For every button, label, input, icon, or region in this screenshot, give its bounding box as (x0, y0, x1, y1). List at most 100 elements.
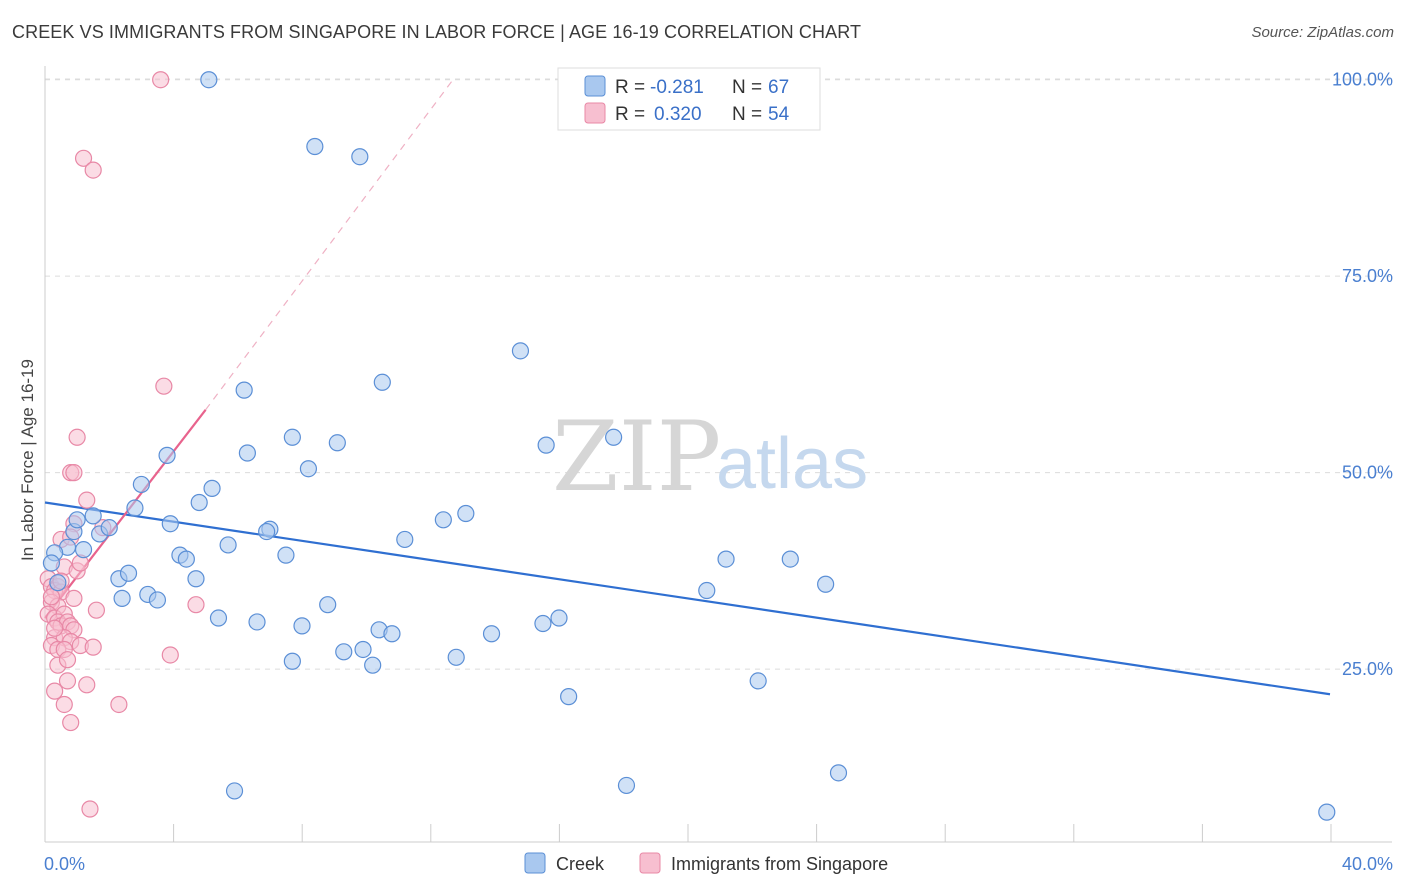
creek-point (113, 589, 131, 607)
singapore-point (87, 601, 106, 619)
legend-creek-r-label: R = (615, 77, 645, 98)
singapore-point (46, 619, 64, 637)
gridlines (45, 78, 1392, 670)
singapore-point (78, 676, 96, 694)
singapore-point (58, 651, 77, 669)
creek-point (511, 342, 530, 360)
legend-singapore-n-label: N = (732, 104, 762, 125)
creek-point (148, 591, 167, 609)
creek-point (299, 460, 318, 478)
creek-point (383, 625, 401, 643)
creek-point (698, 581, 716, 600)
creek-point (306, 137, 324, 156)
creek-point (605, 428, 623, 446)
creek-point (364, 656, 382, 674)
singapore-point (155, 377, 173, 395)
creek-point (158, 446, 176, 464)
creek-point (132, 475, 150, 494)
y-tick-label: 25.0% (1342, 659, 1393, 679)
creek-point (74, 541, 93, 559)
creek-point (335, 643, 353, 661)
creek-point (100, 519, 118, 537)
creek-point (277, 546, 295, 564)
singapore-point (42, 588, 61, 606)
singapore-points (39, 71, 205, 818)
creek-point (319, 596, 337, 614)
creek-point (1318, 803, 1336, 821)
series-legend-creek-label: Creek (556, 854, 605, 874)
x-tick-label-max: 40.0% (1342, 854, 1393, 874)
chart-title: CREEK VS IMMIGRANTS FROM SINGAPORE IN LA… (12, 22, 862, 42)
creek-point (225, 782, 244, 800)
singapore-point (152, 71, 170, 89)
legend-singapore-n-value: 54 (768, 104, 790, 125)
creek-point (482, 625, 501, 643)
creek-point (84, 507, 102, 525)
singapore-point (84, 161, 102, 179)
singapore-point (65, 589, 83, 607)
creek-point (396, 530, 414, 549)
axes (44, 66, 1392, 843)
creek-point (560, 688, 578, 706)
singapore-point (161, 646, 179, 664)
creek-point (351, 148, 369, 166)
creek-points (42, 71, 1336, 821)
creek-point (328, 434, 346, 452)
series-legend-singapore-swatch (639, 852, 661, 874)
creek-point (119, 564, 138, 582)
creek-point (457, 504, 475, 523)
legend-singapore-r-value: 0.320 (654, 104, 702, 125)
creek-point (781, 550, 799, 568)
correlation-legend: R = -0.281 N = 67 R = 0.320 N = 54 (557, 67, 821, 131)
creek-point (187, 570, 205, 588)
creek-point (248, 613, 266, 631)
creek-point (354, 640, 372, 659)
creek-point (537, 436, 555, 454)
creek-point (749, 672, 767, 690)
singapore-point (68, 428, 86, 446)
watermark-zip: ZIP (552, 401, 721, 513)
creek-point (42, 554, 61, 572)
creek-point (817, 575, 835, 593)
creek-point (177, 550, 195, 568)
singapore-point (110, 695, 128, 714)
x-tick-label-min: 0.0% (44, 854, 85, 874)
creek-point (447, 648, 465, 666)
creek-trend-line (44, 501, 1331, 696)
legend-creek-n-value: 67 (768, 77, 789, 98)
singapore-point (62, 713, 80, 732)
series-legend: Creek Immigrants from Singapore (524, 852, 888, 874)
creek-point (283, 652, 301, 670)
creek-point (293, 617, 311, 635)
singapore-point (187, 596, 205, 614)
creek-point (829, 764, 848, 782)
creek-point (258, 522, 276, 541)
singapore-trend-line (44, 409, 207, 619)
singapore-point (81, 800, 99, 818)
legend-creek-swatch (584, 75, 606, 97)
creek-point (617, 776, 636, 795)
watermark: ZIP atlas (552, 401, 868, 513)
legend-creek-r-value: -0.281 (650, 77, 704, 98)
creek-point (49, 574, 67, 592)
series-legend-singapore-label: Immigrants from Singapore (671, 854, 888, 874)
creek-point (203, 479, 221, 497)
creek-point (219, 536, 237, 554)
y-tick-label: 75.0% (1342, 266, 1393, 286)
creek-point (235, 381, 253, 399)
creek-point (126, 499, 144, 517)
creek-point (161, 515, 179, 533)
creek-point (534, 614, 552, 633)
legend-creek-n-label: N = (732, 77, 762, 98)
singapore-point (78, 491, 96, 509)
creek-point (200, 71, 218, 89)
legend-singapore-swatch (584, 102, 606, 124)
creek-point (717, 550, 735, 568)
creek-point (373, 373, 391, 391)
singapore-point (84, 638, 102, 656)
source-note: Source: ZipAtlas.com (1251, 24, 1394, 41)
watermark-atlas: atlas (716, 424, 868, 504)
y-tick-label: 50.0% (1342, 463, 1393, 483)
creek-point (550, 609, 568, 627)
